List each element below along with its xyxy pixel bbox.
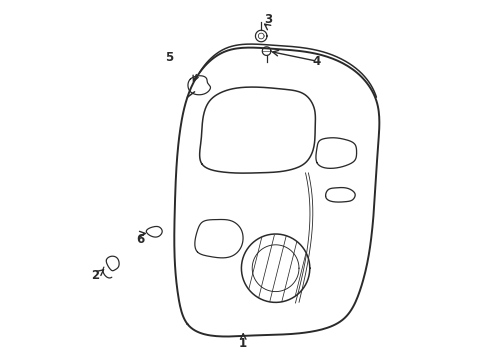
Text: 5: 5 bbox=[165, 51, 173, 64]
Text: 1: 1 bbox=[239, 337, 247, 350]
Text: 4: 4 bbox=[313, 55, 321, 68]
Text: 3: 3 bbox=[264, 13, 272, 26]
Text: 2: 2 bbox=[92, 269, 99, 282]
Text: 6: 6 bbox=[137, 233, 145, 246]
